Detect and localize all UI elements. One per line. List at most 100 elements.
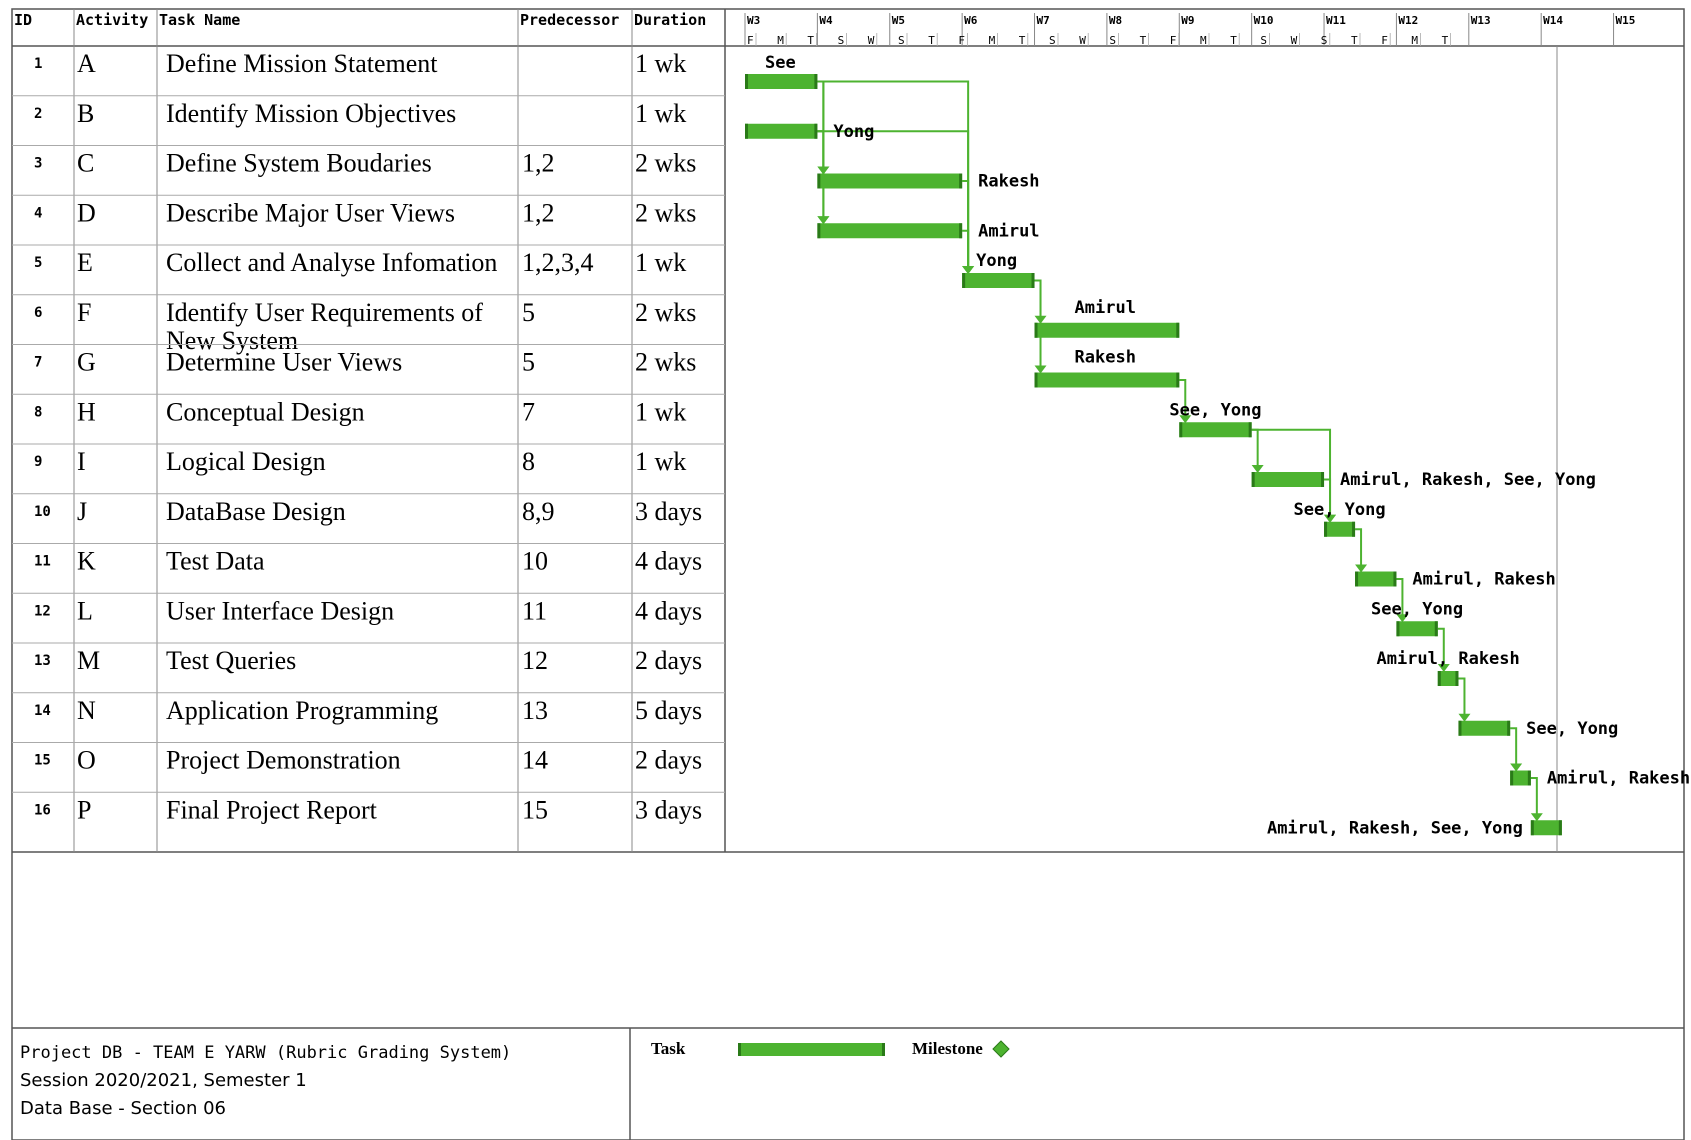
resource-label: Amirul, Rakesh <box>1412 570 1555 590</box>
task-name: Identify User Requirements of <box>166 298 483 327</box>
task-bar[interactable] <box>962 273 1035 288</box>
dependency-link <box>1355 528 1363 566</box>
task-activity: P <box>77 795 91 824</box>
task-bar[interactable] <box>745 74 818 89</box>
task-bar[interactable] <box>1530 820 1562 836</box>
resource-label: Rakesh <box>978 172 1039 192</box>
task-predecessor: 15 <box>522 795 548 824</box>
task-predecessor: 14 <box>522 746 548 775</box>
dependency-arrowhead <box>1510 763 1523 772</box>
task-name: Collect and Analyse Infomation <box>166 248 497 277</box>
week-label: W12 <box>1398 14 1418 27</box>
task-predecessor: 12 <box>522 646 548 675</box>
task-name: Project Demonstration <box>166 746 401 775</box>
task-bar[interactable] <box>1251 472 1325 487</box>
dependency-link <box>1251 428 1259 466</box>
task-bar[interactable] <box>1396 621 1438 637</box>
resource-labels: See Yong Rakesh Amirul Yong Amirul Rakesh See, … <box>765 53 1690 838</box>
task-bar-start-cap <box>1437 671 1441 686</box>
task-activity: O <box>77 746 96 775</box>
task-duration: 3 days <box>635 795 702 824</box>
task-name: Test Queries <box>166 646 296 675</box>
task-bar-start-cap <box>817 223 821 239</box>
task-activity: L <box>77 596 93 625</box>
day-label: T <box>1140 34 1147 47</box>
task-bar-start-cap <box>1034 322 1038 338</box>
dependency-arrowhead <box>1437 664 1450 672</box>
resource-label: Rakesh <box>1075 348 1136 368</box>
task-activity: A <box>77 49 96 78</box>
legend-task-bar-left-cap <box>738 1043 741 1056</box>
task-bar-end-cap <box>1434 621 1438 637</box>
task-bar[interactable] <box>1034 372 1180 388</box>
task-duration: 4 days <box>635 596 702 625</box>
week-label: W7 <box>1037 14 1050 27</box>
day-label: S <box>898 34 905 47</box>
week-label: W13 <box>1471 14 1491 27</box>
dependency-link <box>1510 727 1518 765</box>
day-label: M <box>777 34 784 47</box>
task-duration: 2 wks <box>635 149 696 178</box>
task-id: 13 <box>34 653 51 669</box>
task-bar-end-cap <box>814 123 818 139</box>
week-label: W14 <box>1543 14 1563 27</box>
task-id: 16 <box>34 802 51 818</box>
task-predecessor: 5 <box>522 298 535 327</box>
task-id: 2 <box>34 106 42 122</box>
day-label: T <box>1019 34 1026 47</box>
task-bar[interactable] <box>1510 770 1531 786</box>
task-activity: E <box>77 248 93 277</box>
week-label: W10 <box>1254 14 1274 27</box>
day-label: F <box>958 34 965 47</box>
legend-task-bar-right-cap <box>882 1043 885 1056</box>
week-label: W6 <box>964 14 978 27</box>
day-label: W <box>1291 34 1298 47</box>
task-predecessor: 1,2 <box>522 198 555 227</box>
week-label: W11 <box>1326 14 1346 27</box>
task-bar[interactable] <box>1034 322 1180 338</box>
task-activity: J <box>77 497 87 526</box>
day-label: T <box>1351 34 1358 47</box>
task-bar[interactable] <box>1324 521 1356 537</box>
task-name: User Interface Design <box>166 596 394 625</box>
task-bar[interactable] <box>817 173 963 189</box>
task-duration: 1 wk <box>635 447 686 476</box>
task-name: Define System Boudaries <box>166 149 432 178</box>
day-label: S <box>1260 34 1267 47</box>
task-activity: M <box>77 646 100 675</box>
task-name: Final Project Report <box>166 795 378 824</box>
week-label: W9 <box>1181 14 1194 27</box>
task-bar[interactable] <box>817 223 963 239</box>
task-predecessor: 8 <box>522 447 535 476</box>
dependency-arrowhead <box>1396 614 1409 623</box>
day-label: M <box>1200 34 1207 47</box>
task-predecessor: 13 <box>522 696 548 725</box>
dependency-arrowhead <box>1179 415 1192 424</box>
task-bar[interactable] <box>1458 720 1511 736</box>
task-bar[interactable] <box>1355 571 1397 587</box>
dependency-link <box>1437 627 1445 665</box>
task-bar[interactable] <box>1437 671 1459 686</box>
task-bar-end-cap <box>1455 671 1459 686</box>
task-id: 9 <box>34 454 42 470</box>
week-label: W15 <box>1616 14 1636 27</box>
task-bar[interactable] <box>745 123 818 139</box>
task-name-line2: New System <box>166 326 298 355</box>
task-activity: G <box>77 348 96 377</box>
task-predecessor: 1,2,3,4 <box>522 248 594 277</box>
task-duration: 2 days <box>635 646 702 675</box>
footer-project-title: Project DB - TEAM E YARW (Rubric Grading… <box>20 1043 511 1063</box>
week-label: W5 <box>892 14 905 27</box>
legend-task-bar <box>738 1043 885 1056</box>
resource-label: Amirul <box>1075 298 1136 318</box>
task-duration: 5 days <box>635 696 702 725</box>
resource-label: See, Yong <box>1526 719 1618 739</box>
task-id: 7 <box>34 355 42 371</box>
task-name: DataBase Design <box>166 497 346 526</box>
week-label: W3 <box>747 14 760 27</box>
header-activity: Activity <box>76 11 148 29</box>
dependency-arrowhead <box>1355 564 1368 573</box>
task-bar-end-cap <box>1507 720 1511 736</box>
task-bar[interactable] <box>1179 422 1252 438</box>
day-label: F <box>1381 34 1388 47</box>
